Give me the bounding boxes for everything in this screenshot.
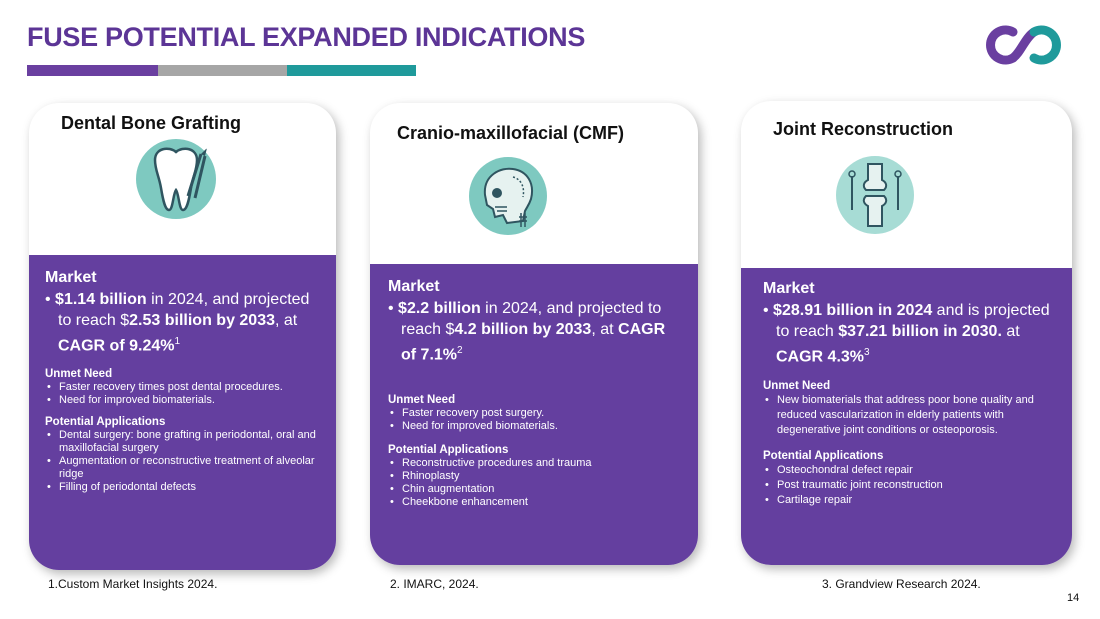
list-item: Filling of periodontal defects — [45, 481, 320, 494]
card-heading: Cranio-maxillofacial (CMF) — [397, 123, 625, 143]
market-text: • $28.91 billion in 2024 and is projecte… — [763, 302, 1050, 366]
applications-list: Reconstructive procedures and trauma Rhi… — [388, 457, 680, 509]
market-text: • $1.14 billion in 2024, and projected t… — [45, 291, 310, 355]
company-logo-icon — [986, 25, 1061, 65]
unmet-need-title: Unmet Need — [45, 368, 113, 381]
list-item: Chin augmentation — [388, 483, 680, 496]
market-title: Market — [45, 269, 97, 286]
market-panel: Market • $28.91 billion in 2024 and is p… — [741, 268, 1072, 565]
potential-applications-title: Potential Applications — [763, 450, 884, 463]
page-number: 14 — [1067, 592, 1080, 604]
list-item: Need for improved biomaterials. — [388, 420, 680, 433]
knee-joint-icon — [836, 156, 914, 234]
accent-bar-teal — [287, 65, 416, 76]
card-dental: Dental Bone Grafting + Market • $1.14 bi… — [29, 103, 336, 570]
footnote-1: 1.Custom Market Insights 2024. — [48, 577, 218, 591]
list-item: Reconstructive procedures and trauma — [388, 457, 680, 470]
list-item: Faster recovery post surgery. — [388, 407, 680, 420]
list-item: Osteochondral defect repair — [763, 463, 1052, 478]
card-heading: Dental Bone Grafting — [61, 113, 242, 133]
potential-applications-title: Potential Applications — [388, 444, 509, 457]
accent-bar-gray — [158, 65, 287, 76]
list-item: Need for improved biomaterials. — [45, 394, 320, 407]
skull-icon — [469, 157, 547, 235]
market-text: • $2.2 billion in 2024, and projected to… — [388, 300, 666, 364]
market-panel: Market • $1.14 billion in 2024, and proj… — [29, 255, 336, 570]
page-title: FUSE POTENTIAL EXPANDED INDICATIONS — [27, 22, 586, 52]
list-item: New biomaterials that address poor bone … — [763, 393, 1052, 438]
unmet-need-title: Unmet Need — [388, 394, 456, 407]
list-item: Cartilage repair — [763, 493, 1052, 508]
market-panel: Market • $2.2 billion in 2024, and proje… — [370, 264, 698, 565]
tooth-with-forceps-icon: + — [136, 137, 216, 219]
list-item: Post traumatic joint reconstruction — [763, 478, 1052, 493]
unmet-need-list: New biomaterials that address poor bone … — [763, 393, 1052, 438]
card-joint: Joint Reconstruction Market • $28.91 bil… — [741, 101, 1072, 565]
unmet-need-list: Faster recovery times post dental proced… — [45, 381, 320, 407]
accent-bar-purple — [27, 65, 158, 76]
list-item: Cheekbone enhancement — [388, 496, 680, 509]
potential-applications-title: Potential Applications — [45, 416, 166, 429]
market-title: Market — [763, 280, 815, 297]
list-item: Augmentation or reconstructive treatment… — [45, 455, 320, 481]
market-title: Market — [388, 278, 440, 295]
list-item: Faster recovery times post dental proced… — [45, 381, 320, 394]
unmet-need-list: Faster recovery post surgery. Need for i… — [388, 407, 680, 433]
applications-list: Dental surgery: bone grafting in periodo… — [45, 429, 320, 494]
footnote-2: 2. IMARC, 2024. — [390, 577, 479, 591]
list-item: Dental surgery: bone grafting in periodo… — [45, 429, 320, 455]
card-cmf: Cranio-maxillofacial (CMF) Market • $2.2… — [370, 103, 698, 565]
list-item: Rhinoplasty — [388, 470, 680, 483]
card-heading: Joint Reconstruction — [773, 119, 954, 139]
footnote-3: 3. Grandview Research 2024. — [822, 577, 981, 591]
svg-text:+: + — [205, 137, 215, 151]
applications-list: Osteochondral defect repair Post traumat… — [763, 463, 1052, 508]
unmet-need-title: Unmet Need — [763, 380, 831, 393]
